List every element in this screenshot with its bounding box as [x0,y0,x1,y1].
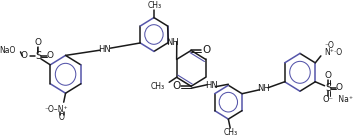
Text: O: O [325,71,332,80]
Text: O: O [202,45,210,55]
Text: O: O [47,51,54,60]
Text: O⁻: O⁻ [323,95,334,104]
Text: ⁻O: ⁻O [324,41,334,50]
Text: S: S [325,83,331,93]
Text: S: S [35,51,41,61]
Text: HN: HN [98,45,111,54]
Text: O: O [35,39,42,47]
Text: CH₃: CH₃ [151,82,165,91]
Text: CH₃: CH₃ [224,128,238,136]
Text: N⁺·O: N⁺·O [324,48,343,57]
Text: NaO: NaO [0,46,16,55]
Text: O: O [172,81,180,91]
Text: NH: NH [166,38,179,47]
Text: CH₃: CH₃ [148,1,162,10]
Text: O: O [336,83,343,92]
Text: ⁻O–N⁺: ⁻O–N⁺ [44,105,68,114]
Text: O: O [59,113,65,122]
Text: Na⁺: Na⁺ [336,95,353,104]
Text: O: O [21,51,28,60]
Text: NH: NH [257,84,270,93]
Text: HN: HN [205,81,218,90]
